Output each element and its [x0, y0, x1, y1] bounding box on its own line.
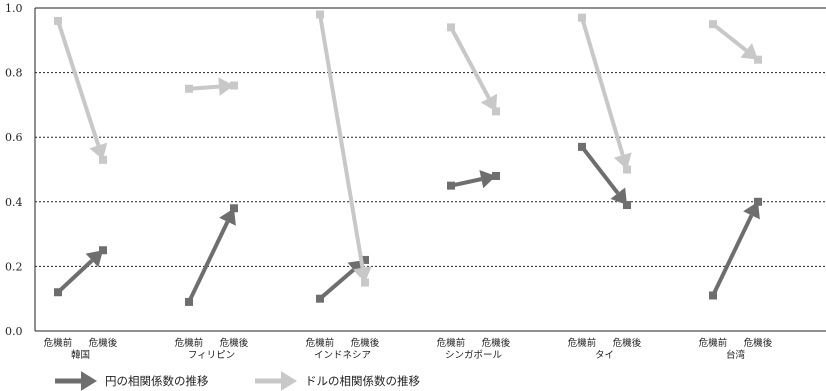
legend: 円の相関係数の推移 ドルの相関係数の推移: [55, 371, 420, 391]
y-tick-label: 0.2: [5, 260, 23, 273]
sub-label-before: 危機前: [699, 337, 728, 349]
arrow-dollar-shaft: [188, 84, 220, 91]
arrow-yen-head: [479, 170, 496, 189]
sub-label-after: 危機後: [613, 337, 642, 349]
chart-marks: [54, 10, 762, 306]
arrow-yen-head: [85, 250, 103, 268]
grid: [35, 7, 826, 267]
arrow-dollar-shaft: [580, 17, 625, 156]
y-tick-label: 0.0: [5, 325, 23, 338]
category-label: 韓国: [71, 350, 90, 361]
sub-label-before: 危機前: [175, 337, 204, 349]
sub-label-after: 危機後: [482, 337, 511, 349]
axes: 0.0 0.2 0.4 0.6 0.8 1.0: [5, 2, 826, 338]
arrow-yen-head: [219, 208, 236, 226]
category-label: 台湾: [726, 349, 746, 361]
legend-arrow-dollar-head: [281, 371, 297, 391]
arrow-dollar-head: [353, 266, 372, 283]
category-label: インドネシア: [314, 350, 371, 361]
sub-label-before: 危機前: [437, 337, 466, 349]
arrow-dollar-head: [218, 77, 234, 96]
point-dollar-before: [578, 13, 586, 22]
sub-label-after: 危機後: [744, 337, 773, 349]
sub-label-before: 危機前: [44, 337, 73, 349]
point-dollar-before: [316, 10, 324, 19]
sub-label-after: 危機後: [351, 337, 380, 349]
arrow-yen-shaft: [56, 259, 94, 294]
arrow-dollar-head: [740, 43, 758, 60]
arrow-yen-shaft: [711, 214, 754, 297]
category-label: タイ: [595, 350, 614, 361]
arrow-yen-shaft: [450, 177, 482, 188]
arrow-dollar-head: [89, 142, 108, 160]
legend-label: 円の相関係数の推移: [105, 374, 209, 388]
sub-label-before: 危機前: [306, 337, 335, 349]
arrow-dollar-shaft: [449, 26, 491, 100]
legend-arrow-yen-head: [81, 371, 97, 391]
legend-label: ドルの相関係数の推移: [305, 374, 420, 388]
y-tick-label: 1.0: [5, 2, 23, 15]
arrow-yen-shaft: [580, 145, 620, 195]
arrow-dollar-shaft: [318, 14, 365, 269]
y-tick-label: 0.4: [5, 196, 23, 209]
sub-label-after: 危機後: [220, 337, 249, 349]
arrow-yen-shaft: [318, 268, 355, 301]
y-tick-label: 0.6: [5, 131, 23, 144]
category-label: シンガポール: [445, 350, 503, 361]
arrow-yen-head: [610, 187, 627, 206]
arrow-dollar-shaft: [711, 22, 748, 52]
sub-label-before: 危機前: [568, 337, 597, 349]
sub-label-after: 危機後: [89, 337, 118, 349]
arrow-dollar-head: [613, 152, 632, 170]
category-label: フィリピン: [188, 350, 235, 361]
arrow-dollar-shaft: [56, 20, 101, 147]
arrow-yen-shaft: [187, 220, 230, 303]
y-tick-label: 0.8: [5, 67, 23, 80]
arrow-yen-head: [743, 201, 760, 220]
arrow-dollar-head: [480, 93, 498, 112]
